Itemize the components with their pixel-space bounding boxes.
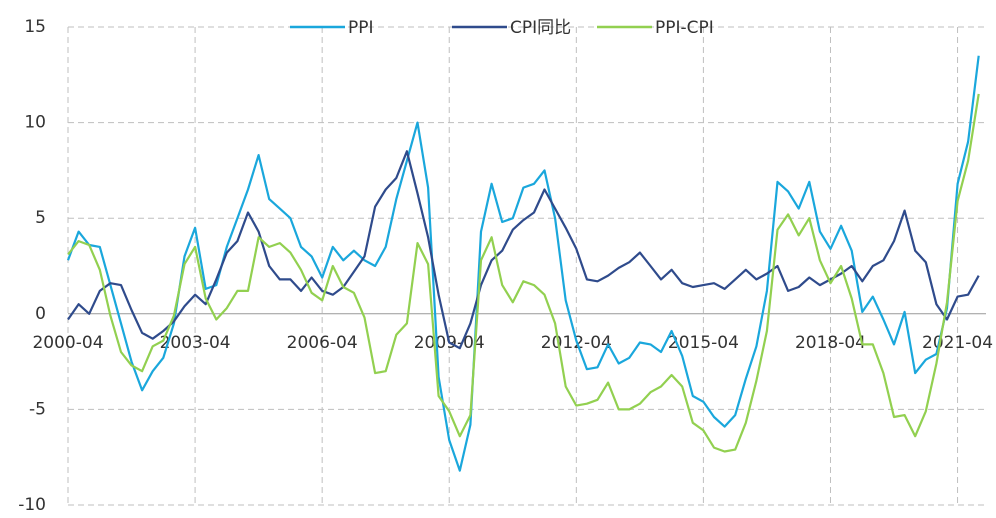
y-tick-label: 10 [24,113,46,133]
legend-label: PPI [348,18,374,38]
x-tick-label: 2015-04 [668,333,739,353]
x-tick-label: 2006-04 [287,333,358,353]
y-tick-label: -10 [18,495,46,514]
x-tick-label: 2018-04 [795,333,866,353]
series-line [66,55,980,472]
y-tick-label: -5 [29,399,46,419]
legend-label: CPI同比 [510,18,571,38]
series-line [67,150,980,350]
y-tick-label: 15 [24,17,46,37]
legend-label: PPI-CPI [655,18,714,38]
x-tick-label: 2000-04 [32,333,103,353]
series-line [67,93,980,453]
y-tick-label: 0 [35,304,46,324]
x-tick-label: 2021-04 [922,333,993,353]
y-tick-label: 5 [35,208,46,228]
x-tick-label: 2003-04 [160,333,231,353]
